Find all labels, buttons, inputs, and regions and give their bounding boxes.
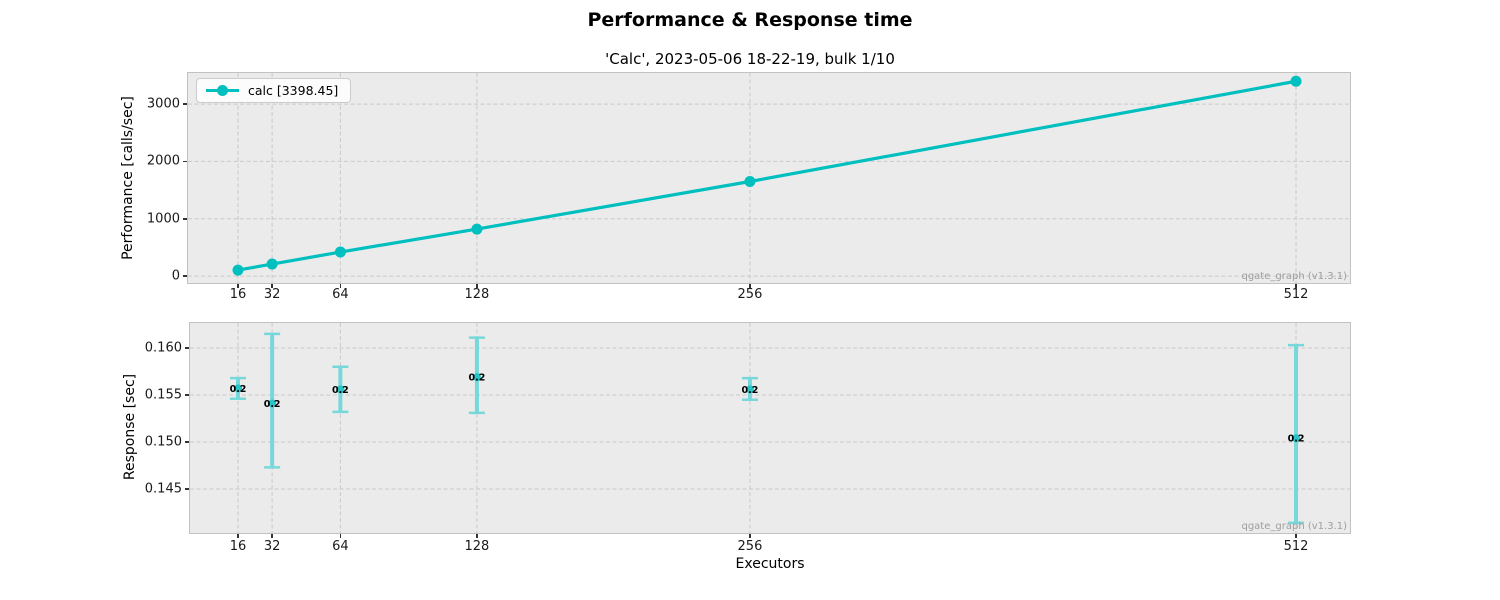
data-point: [334, 246, 346, 258]
x-tick-mark: [476, 284, 478, 288]
watermark-top: qgate_graph (v1.3.1): [1241, 271, 1347, 282]
x-tick-label: 128: [464, 539, 490, 554]
x-tick-label: 64: [332, 539, 349, 554]
x-tick-label: 256: [737, 539, 763, 554]
y-tick-mark: [183, 218, 187, 220]
response-plot: 0.2 0.2 0.2 0.2 0.2 0.2 qgate_graph (v1.3.1): [189, 322, 1351, 534]
y-tick-mark: [185, 347, 189, 349]
x-tick-label: 32: [263, 287, 281, 302]
chart-subtitle: 'Calc', 2023-05-06 18-22-19, bulk 1/10: [605, 50, 895, 68]
x-tick-mark: [1295, 284, 1297, 288]
performance-plot-canvas: [188, 73, 1350, 283]
legend-line-marker-icon: [206, 85, 239, 96]
data-point: [266, 258, 278, 270]
error-bar-marker: [336, 385, 345, 394]
y-tick-label: 3000: [146, 96, 180, 112]
watermark-bottom: qgate_graph (v1.3.1): [1241, 521, 1347, 532]
y-tick-mark: [183, 103, 187, 105]
error-bar: 0.2: [1288, 343, 1305, 525]
data-point: [744, 176, 756, 188]
x-tick-label: 128: [464, 287, 490, 302]
error-bar-marker: [1292, 434, 1301, 443]
chart-title: Performance & Response time: [587, 9, 913, 31]
data-point: [232, 264, 244, 276]
y-tick-mark: [185, 394, 189, 396]
data-point: [1290, 75, 1302, 87]
x-tick-label: 16: [229, 539, 247, 554]
error-bar-std-label: 0.2: [332, 385, 349, 396]
y-tick-label: 0.150: [144, 434, 182, 450]
x-axis-label: Executors: [735, 556, 805, 572]
x-tick-mark: [476, 534, 478, 538]
error-bar: 0.2: [332, 365, 349, 414]
error-bar-marker: [268, 399, 277, 408]
x-tick-mark: [1295, 534, 1297, 538]
x-tick-label: 16: [229, 287, 247, 302]
data-point: [471, 223, 483, 235]
y-tick-label: 0.145: [144, 481, 182, 497]
y-tick-label: 0: [171, 268, 180, 284]
y-tick-label: 0.160: [144, 340, 182, 356]
error-bar-std-label: 0.2: [1288, 434, 1305, 445]
x-tick-label: 256: [737, 287, 763, 302]
legend: calc [3398.45]: [196, 78, 352, 103]
x-tick-mark: [271, 284, 273, 288]
y-tick-label: 1000: [146, 211, 180, 227]
y-tick-label: 0.155: [144, 387, 182, 403]
y-tick-mark: [185, 488, 189, 490]
error-bar: 0.2: [230, 376, 247, 401]
error-bar: 0.2: [264, 332, 281, 469]
y-tick-mark: [183, 275, 187, 277]
response-plot-canvas: 0.2 0.2 0.2 0.2 0.2 0.2: [190, 323, 1350, 533]
x-tick-mark: [237, 284, 239, 288]
error-bar-std-label: 0.2: [264, 399, 281, 410]
error-bar: 0.2: [468, 336, 485, 415]
legend-label: calc [3398.45]: [248, 83, 339, 98]
performance-plot: calc [3398.45] qgate_graph (v1.3.1): [187, 72, 1351, 284]
error-bar: 0.2: [742, 376, 759, 401]
x-tick-label: 512: [1283, 539, 1309, 554]
x-tick-mark: [339, 534, 342, 538]
x-tick-mark: [749, 284, 751, 288]
error-bar-std-label: 0.2: [468, 373, 485, 384]
y-tick-mark: [183, 160, 187, 163]
performance-y-axis-label: Performance [calls/sec]: [120, 96, 136, 260]
x-tick-mark: [339, 284, 342, 288]
x-tick-label: 32: [263, 539, 281, 554]
x-tick-mark: [237, 534, 239, 538]
x-tick-mark: [271, 534, 273, 538]
error-bar-marker: [745, 385, 754, 394]
error-bar-std-label: 0.2: [742, 385, 759, 396]
error-bar-marker: [234, 384, 242, 393]
error-bar-std-label: 0.2: [230, 384, 247, 395]
x-tick-mark: [749, 534, 751, 538]
x-tick-label: 64: [332, 287, 349, 302]
performance-series-line: [237, 79, 1297, 272]
y-tick-label: 2000: [146, 153, 180, 169]
error-bar-marker: [472, 373, 481, 382]
x-tick-label: 512: [1283, 287, 1309, 302]
y-tick-mark: [185, 441, 189, 443]
